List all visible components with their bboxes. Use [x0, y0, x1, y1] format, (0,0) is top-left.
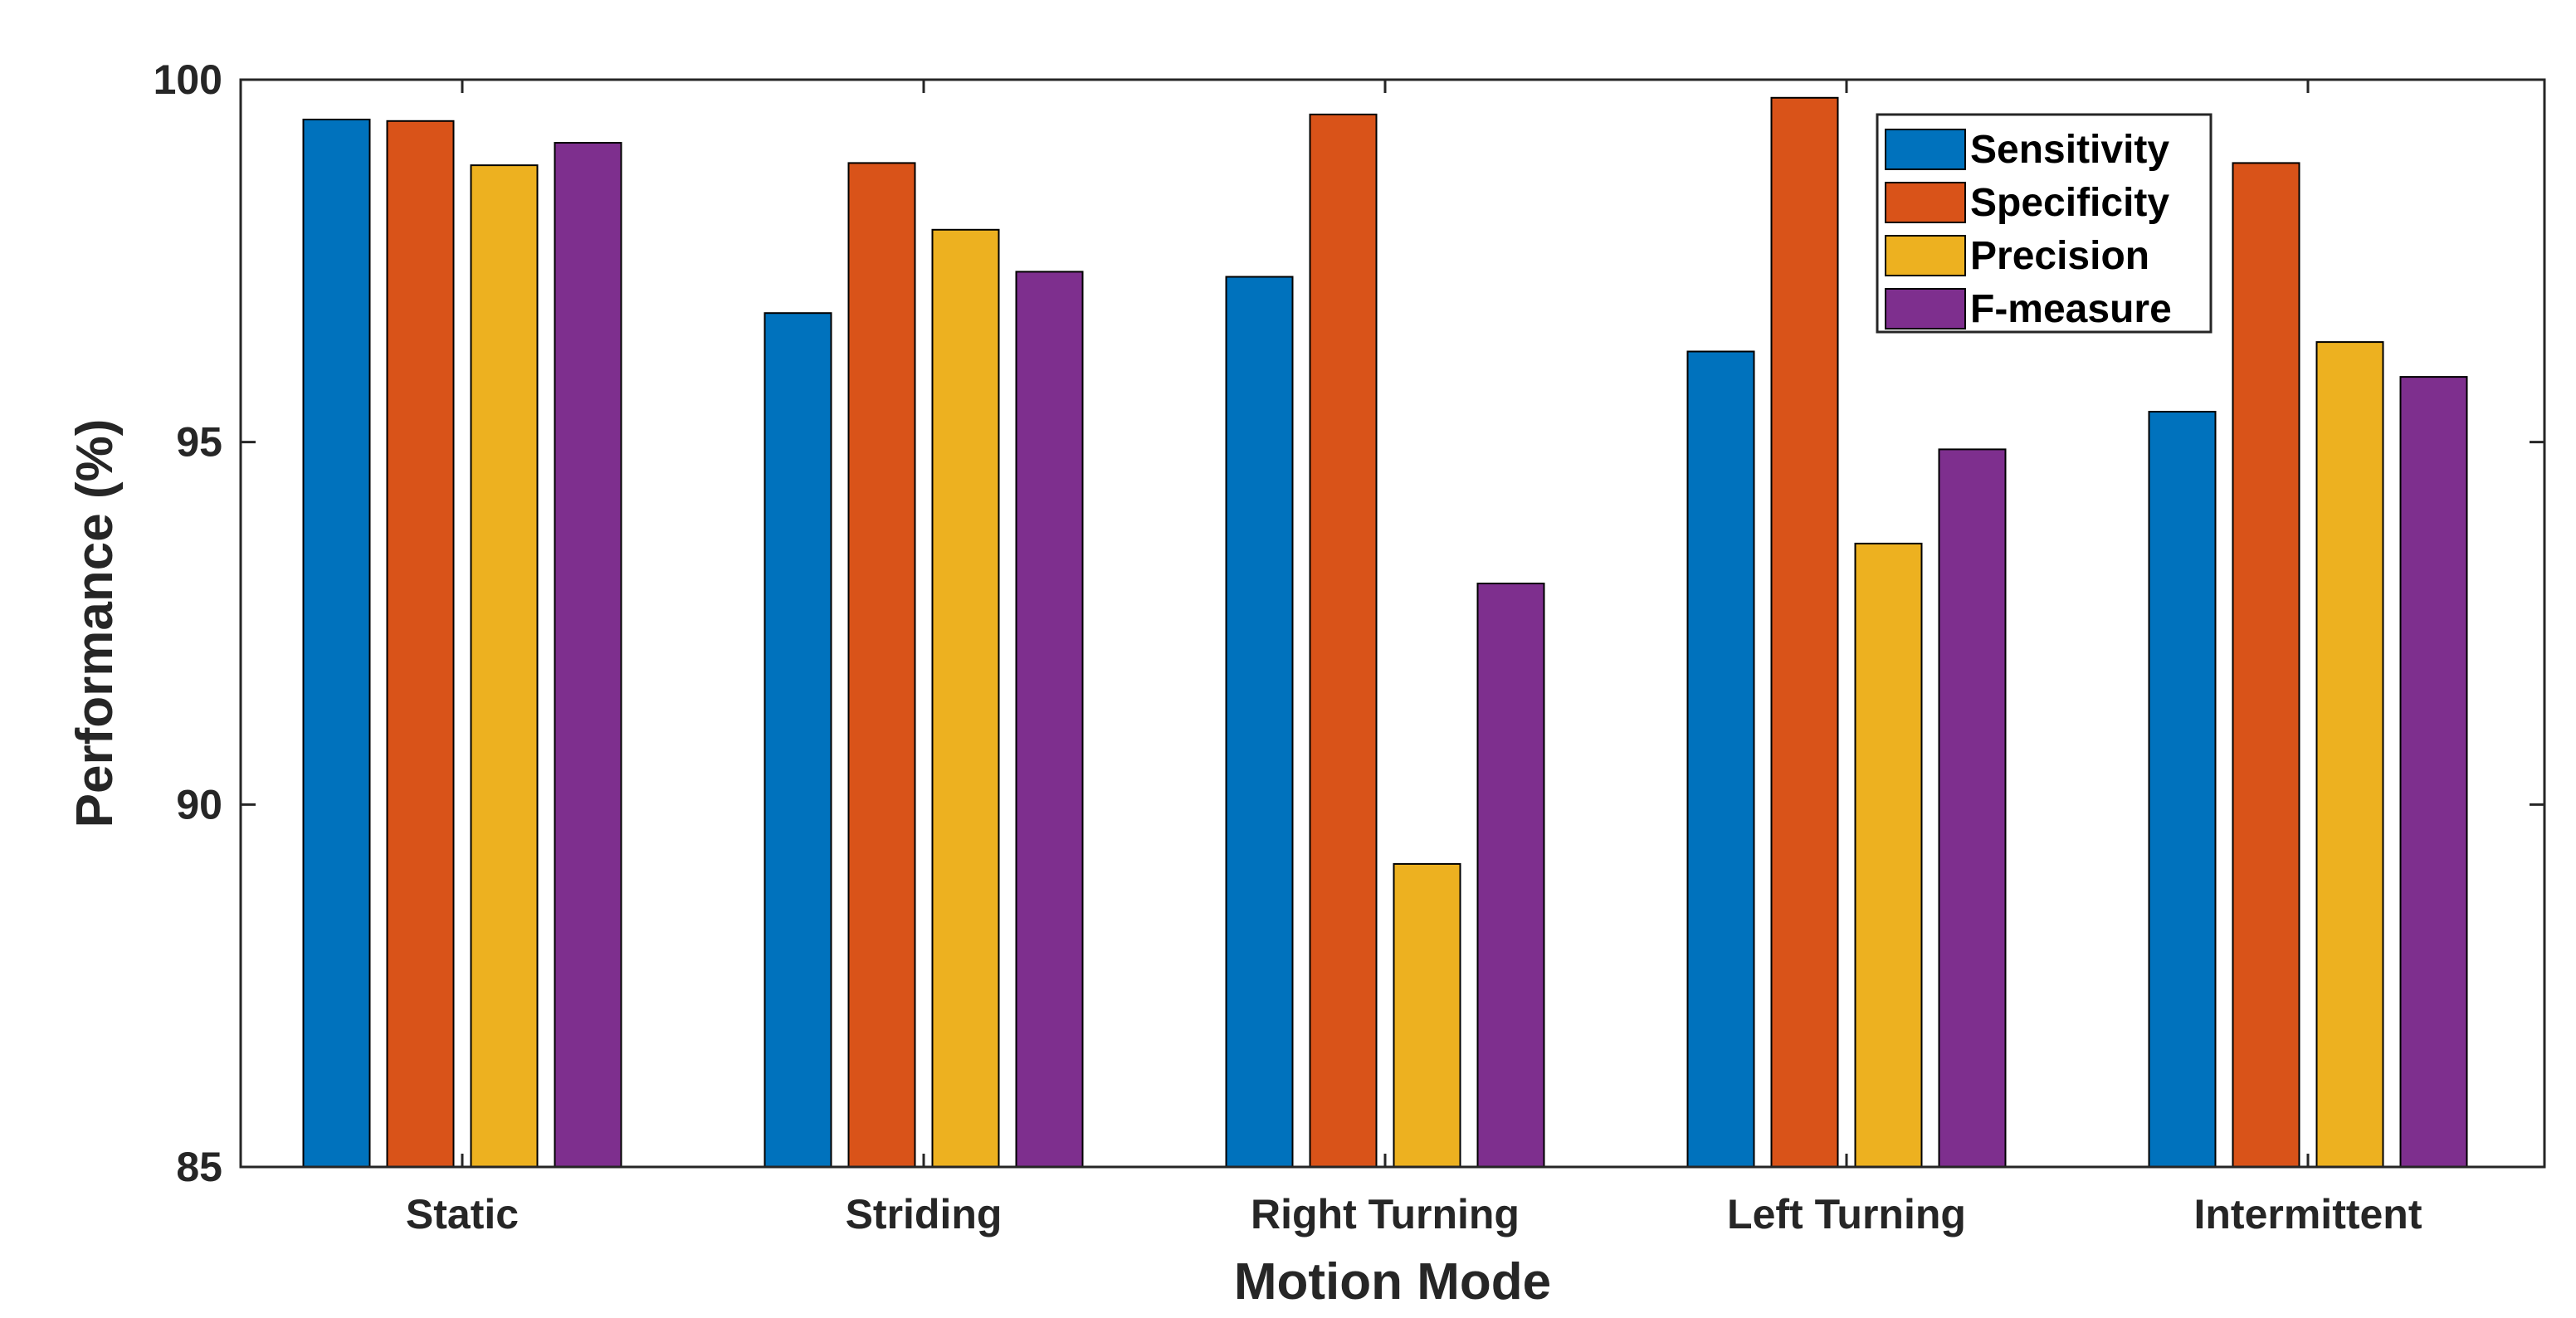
bars-layer — [302, 96, 2468, 1169]
legend-label-f-measure: F-measure — [1970, 287, 2172, 331]
legend-swatch-f-measure — [1885, 288, 1966, 330]
bar-f-measure-right-turning — [1476, 583, 1545, 1168]
labels-layer: Static Striding Right Turning Left Turning I… — [154, 56, 2422, 1237]
legend-swatch-precision — [1885, 235, 1966, 276]
bar-sensitivity-left-turning — [1686, 350, 1755, 1168]
y-axis-title: Performance (%) — [66, 419, 124, 828]
legend-swatch-specificity — [1885, 182, 1966, 223]
legend-label-sensitivity: Sensitivity — [1970, 128, 2169, 172]
bar-precision-static — [470, 164, 539, 1169]
bar-precision-striding — [931, 228, 1000, 1168]
x-tick-label: Static — [406, 1191, 519, 1237]
y-tick-label: 95 — [176, 419, 222, 466]
bar-specificity-left-turning — [1770, 96, 1839, 1168]
bar-specificity-intermittent — [2232, 162, 2300, 1168]
bar-precision-right-turning — [1393, 862, 1461, 1169]
bar-precision-intermittent — [2315, 341, 2384, 1169]
x-tick-label: Right Turning — [1251, 1191, 1520, 1237]
bar-specificity-striding — [847, 162, 916, 1168]
y-tick-label: 90 — [176, 781, 222, 827]
bar-specificity-right-turning — [1309, 113, 1378, 1168]
bar-sensitivity-striding — [764, 312, 832, 1169]
legend-swatch-sensitivity — [1885, 129, 1966, 170]
bar-sensitivity-static — [302, 119, 371, 1168]
bar-f-measure-left-turning — [1938, 448, 2007, 1168]
plot-frame — [239, 78, 2546, 1169]
legend-label-precision: Precision — [1970, 234, 2149, 278]
x-tick-label: Left Turning — [1727, 1191, 1966, 1237]
bar-f-measure-intermittent — [2399, 376, 2468, 1169]
bar-sensitivity-right-turning — [1225, 276, 1294, 1168]
bar-specificity-static — [386, 120, 455, 1168]
y-tick-label: 100 — [154, 56, 222, 103]
x-axis-title: Motion Mode — [1234, 1253, 1551, 1311]
bar-f-measure-static — [554, 142, 622, 1168]
bar-sensitivity-intermittent — [2148, 411, 2217, 1168]
ticks-layer — [241, 78, 2544, 1169]
legend-label-specificity: Specificity — [1970, 181, 2169, 225]
x-tick-label: Striding — [846, 1191, 1003, 1237]
bar-precision-left-turning — [1854, 542, 1923, 1168]
legend: Sensitivity Specificity Precision F-measure — [1876, 113, 2213, 334]
x-tick-label: Intermittent — [2194, 1191, 2422, 1237]
y-tick-label: 85 — [176, 1144, 222, 1190]
bar-f-measure-striding — [1015, 271, 1084, 1168]
